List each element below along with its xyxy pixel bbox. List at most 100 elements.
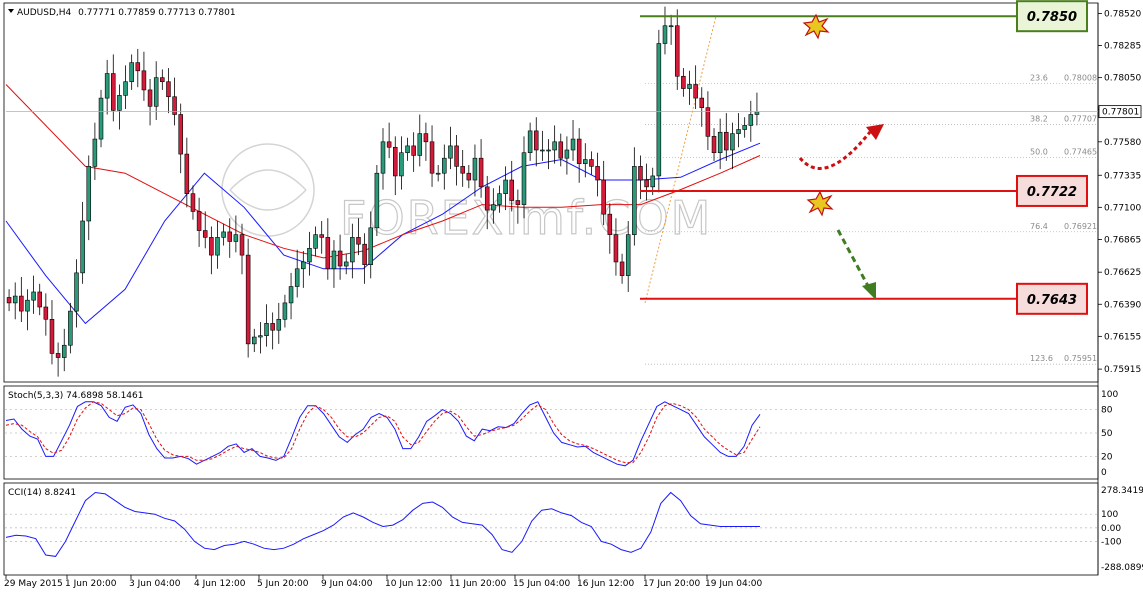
candle-bullish — [123, 81, 128, 96]
candle-bearish — [202, 230, 208, 238]
candle-bearish — [184, 153, 190, 194]
candle-bearish — [638, 166, 643, 181]
cci-tick-label: 0.00 — [1101, 524, 1121, 534]
candle-bearish — [392, 146, 398, 177]
symbol-dropdown-icon[interactable] — [8, 9, 14, 13]
candle-bullish — [491, 204, 496, 211]
candle-bearish — [386, 141, 392, 148]
time-tick-label: 16 Jun 12:00 — [577, 579, 634, 589]
cci-line — [5, 491, 760, 557]
time-tick-label: 5 Jun 20:00 — [257, 579, 309, 589]
level-box — [1016, 0, 1088, 33]
candle-bullish — [742, 125, 747, 130]
candle-bearish — [411, 145, 416, 156]
candle-bullish — [331, 250, 337, 270]
cci-layer: 278.3419 100 0.00 -100 -288.0899 — [5, 486, 1143, 573]
candle-bullish — [527, 130, 533, 154]
candle-bullish — [503, 179, 508, 194]
cci-tick-label: -288.0899 — [1101, 563, 1143, 573]
cci-panel-frame — [3, 482, 1099, 576]
candle-bullish — [521, 152, 527, 205]
price-axis: 0.785200.782850.780500.778150.775800.773… — [6, 9, 1141, 375]
price-tick-label: 0.78050 — [1104, 74, 1141, 84]
candle-bullish — [472, 157, 478, 181]
symbol-label: AUDUSD,H4 0.77771 0.77859 0.77713 0.7780… — [17, 8, 236, 18]
candle-bullish — [215, 237, 220, 256]
candle-bearish — [595, 166, 600, 181]
candle-bullish — [98, 97, 104, 140]
level-box — [1016, 282, 1088, 315]
fib-level-percent: 50.0 — [1030, 148, 1048, 157]
fib-level-percent: 38.2 — [1030, 114, 1048, 123]
candle-bullish — [221, 231, 226, 238]
candle-bullish — [61, 344, 67, 358]
fib-level-price: 0.77465 — [1064, 148, 1097, 157]
candle-bullish — [104, 73, 110, 99]
candle-bullish — [380, 141, 386, 174]
candle-bearish — [141, 70, 147, 91]
current-price-box — [1098, 105, 1142, 119]
candle-bearish — [196, 211, 202, 231]
candle-bullish — [86, 166, 92, 222]
bearish-arrow-head — [862, 282, 876, 300]
level-label: 0.7643 — [1027, 293, 1077, 308]
candle-bullish — [233, 234, 239, 242]
ohlc-values: 0.77771 0.77859 0.77713 0.77801 — [78, 8, 235, 18]
candle-bearish — [607, 213, 613, 235]
candle-bullish — [583, 159, 588, 164]
candle-bearish — [178, 114, 183, 155]
stochastic-tick-label: 100 — [1101, 390, 1118, 400]
fib-level-price: 0.76921 — [1064, 222, 1097, 231]
stochastic-k-line — [5, 401, 761, 467]
stochastic-label: Stoch(5,3,3) 74.6898 58.1461 — [8, 391, 143, 401]
stochastic-tick-label: 50 — [1101, 429, 1113, 439]
candle-bullish — [668, 25, 674, 28]
candle-bullish — [656, 43, 662, 177]
time-tick-label: 19 Jun 04:00 — [705, 579, 762, 589]
time-tick-label: 10 Jun 12:00 — [385, 579, 442, 589]
candle-bearish — [49, 318, 55, 354]
candle-bearish — [619, 261, 625, 276]
candle-bearish — [478, 157, 484, 188]
candle-bullish — [632, 166, 637, 235]
candle-bearish — [423, 133, 429, 143]
candle-bullish — [417, 133, 423, 156]
time-tick-label: 29 May 2015 — [4, 579, 63, 589]
price-tick-label: 0.76625 — [1104, 268, 1141, 278]
levels-layer: 0.7850 0.7722 0.7643 — [640, 0, 1088, 315]
price-tick-label: 0.76390 — [1104, 300, 1141, 310]
candle-bearish — [589, 159, 594, 167]
candle-bullish — [650, 175, 655, 188]
candle-bearish — [484, 186, 490, 211]
candle-bearish — [699, 97, 705, 108]
candle-bullish — [717, 131, 723, 154]
price-tick-label: 0.77100 — [1104, 203, 1141, 213]
candle-bearish — [37, 291, 42, 308]
candle-bullish — [736, 129, 741, 134]
candle-bullish — [288, 286, 294, 304]
candle-bullish — [399, 152, 404, 177]
candle-bullish — [730, 133, 735, 151]
candle-bullish — [258, 335, 263, 338]
level-box — [1016, 174, 1088, 207]
time-tick-label: 11 Jun 20:00 — [449, 579, 506, 589]
candle-bullish — [540, 149, 545, 152]
time-axis: 29 May 2015 1 Jun 20:00 3 Jun 04:00 4 Jun 1… — [4, 575, 762, 589]
candle-bullish — [92, 138, 98, 167]
candle-bearish — [681, 75, 686, 89]
stochastic-panel-frame — [3, 385, 1099, 480]
candle-bearish — [705, 107, 711, 137]
candle-bullish — [546, 149, 551, 152]
burst-icon-top — [802, 13, 830, 40]
candle-bullish — [662, 25, 668, 44]
candle-bullish — [564, 149, 570, 159]
candle-bearish — [533, 130, 539, 151]
stochastic-layer: 100 80 50 20 0 — [5, 390, 1118, 478]
candle-bullish — [301, 261, 306, 270]
cci-tick-label: 100 — [1101, 510, 1118, 520]
fibonacci-layer: 23.6 0.78008 38.2 0.77707 50.0 0.77465 76.4 0.7… — [644, 16, 1097, 365]
candle-bearish — [644, 179, 649, 188]
candle-bullish — [343, 261, 349, 267]
candle-bullish — [129, 62, 134, 83]
